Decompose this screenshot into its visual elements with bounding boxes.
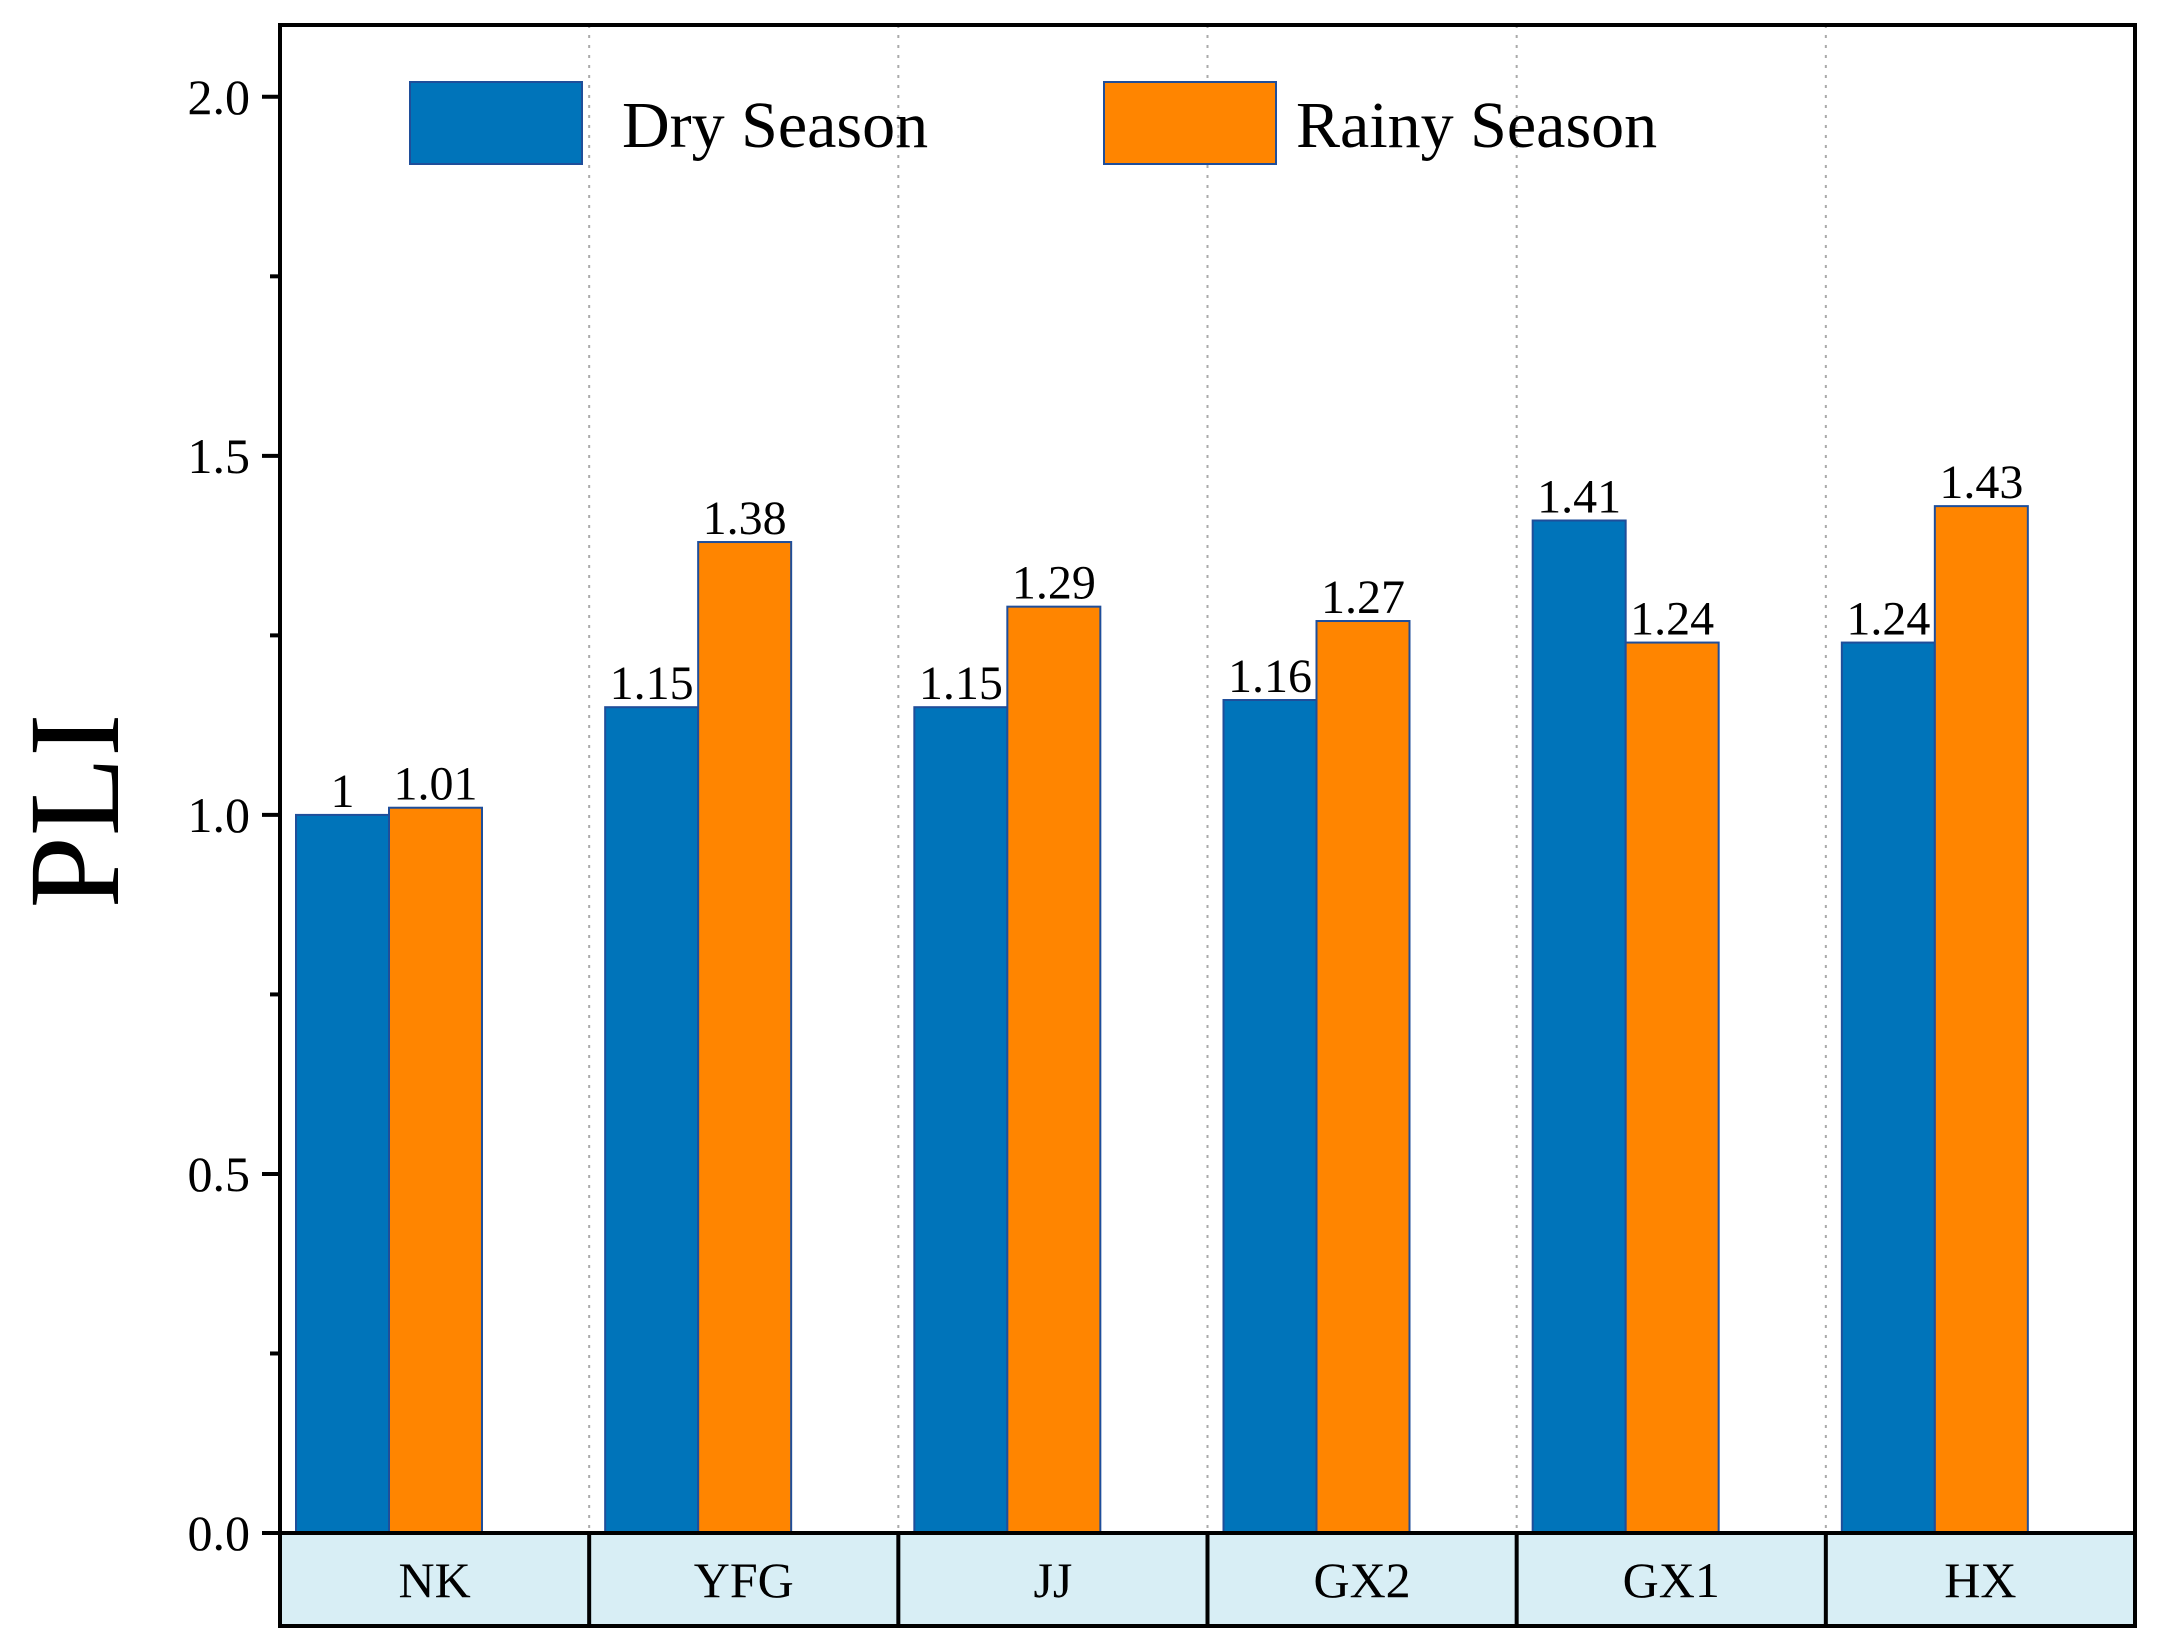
y-axis-title: PLI	[3, 714, 147, 909]
bar-rainy-jj	[1006, 605, 1102, 1534]
legend: Dry Season Rainy Season	[409, 81, 1657, 165]
bar-rainy-gx2	[1315, 620, 1411, 1534]
category-band: NK YFG JJ GX2 GX1 HX	[278, 1531, 2137, 1628]
legend-label-rainy: Rainy Season	[1296, 89, 1657, 162]
data-label-rainy-yfg: 1.38	[703, 492, 787, 545]
bar-dry-gx1	[1531, 519, 1627, 1534]
bar-dry-gx2	[1222, 699, 1318, 1534]
data-label-dry-yfg: 1.15	[610, 657, 694, 710]
bar-dry-jj	[913, 706, 1009, 1534]
category-label-gx2: GX2	[1313, 1552, 1410, 1608]
y-tick-label-0: 0.0	[188, 1505, 251, 1561]
data-label-rainy-jj: 1.29	[1012, 557, 1096, 610]
y-axis: 0.0 0.5 1.0 1.5 2.0	[188, 69, 280, 1561]
data-label-dry-gx2: 1.16	[1228, 650, 1312, 703]
y-tick-label-3: 1.5	[188, 428, 251, 484]
data-label-dry-jj: 1.15	[919, 657, 1003, 710]
grid-lines	[588, 25, 1827, 1533]
bar-dry-yfg	[604, 706, 700, 1534]
data-label-rainy-hx: 1.43	[1939, 456, 2023, 509]
y-tick-label-2: 1.0	[188, 787, 251, 843]
category-label-gx1: GX1	[1623, 1552, 1720, 1608]
legend-swatch-dry	[409, 81, 583, 165]
legend-label-dry: Dry Season	[622, 89, 928, 162]
legend-swatch-rainy	[1103, 81, 1277, 165]
bar-dry-hx	[1840, 641, 1936, 1534]
data-label-rainy-gx2: 1.27	[1321, 571, 1405, 624]
y-tick-label-4: 2.0	[188, 69, 251, 125]
y-tick-label-1: 0.5	[188, 1146, 251, 1202]
category-label-jj: JJ	[1033, 1552, 1072, 1608]
category-label-hx: HX	[1944, 1552, 2016, 1608]
category-label-nk: NK	[398, 1552, 470, 1608]
bar-rainy-gx1	[1624, 641, 1720, 1534]
data-labels: 1 1.011.151.381.151.291.161.271.411.24 1.2…	[331, 456, 2024, 818]
bar-dry-nk	[295, 813, 390, 1534]
bar-rainy-yfg	[697, 541, 793, 1534]
data-label-dry-nk: 1	[331, 765, 355, 818]
category-label-yfg: YFG	[694, 1552, 794, 1608]
data-label-rainy-nk: 1.01	[394, 758, 478, 811]
bars	[295, 505, 2029, 1535]
bar-rainy-hx	[1933, 505, 2029, 1535]
data-label-rainy-gx1: 1.24	[1630, 593, 1714, 646]
data-label-dry-gx1: 1.41	[1537, 470, 1621, 523]
data-label-dry-hx: 1.24	[1846, 593, 1930, 646]
bar-rainy-nk	[388, 806, 483, 1534]
